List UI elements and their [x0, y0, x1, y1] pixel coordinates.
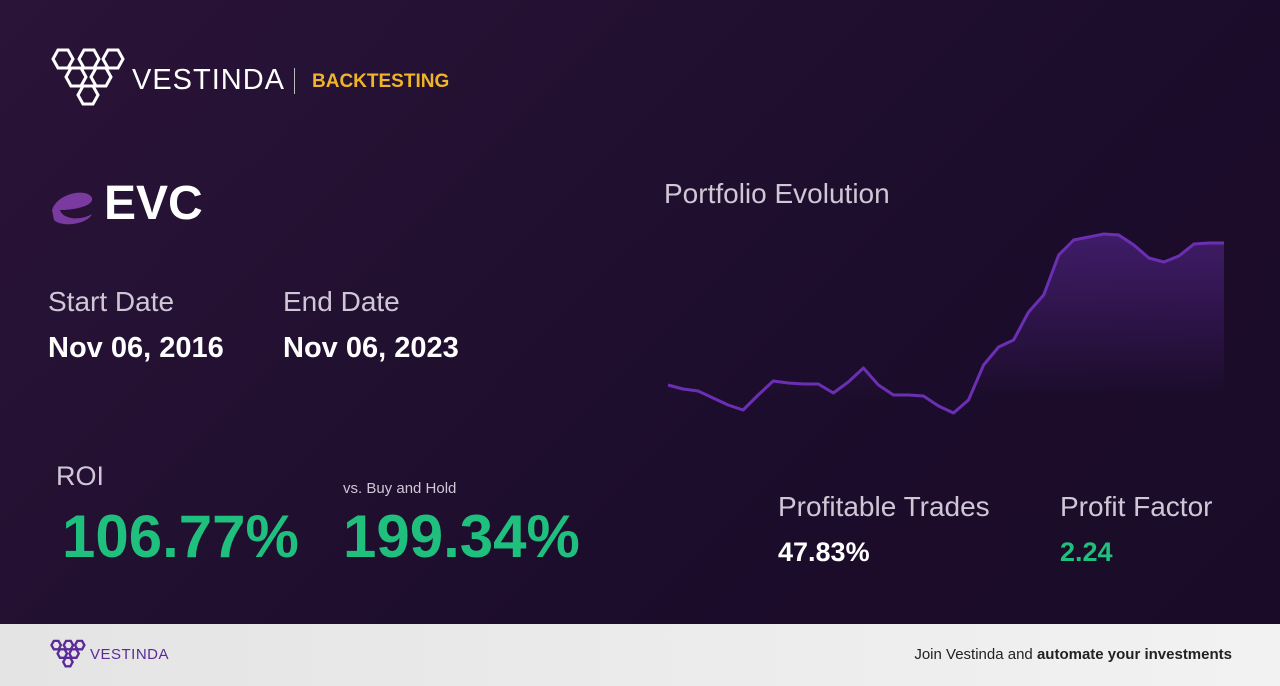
- vs-value: 199.34%: [343, 503, 580, 570]
- start-date: Nov 06, 2016: [48, 332, 224, 364]
- brand: VESTINDA: [132, 64, 286, 96]
- end-label: End Date: [283, 286, 400, 317]
- footer: VESTINDA Join Vestinda and automate your…: [0, 624, 1280, 686]
- footer-logo: [50, 639, 86, 668]
- divider: [294, 68, 295, 94]
- roi-value: 106.77%: [62, 503, 299, 570]
- start-label: Start Date: [48, 286, 175, 317]
- chart: [667, 232, 1224, 415]
- trades-value: 47.83%: [778, 537, 870, 567]
- line: [667, 232, 1224, 415]
- roi-label: ROI: [56, 461, 105, 491]
- chart-title: Portfolio Evolution: [664, 178, 890, 209]
- card: VESTINDA BACKTESTING EVC Start Date Nov …: [0, 0, 1280, 624]
- area: [668, 234, 1224, 415]
- section: BACKTESTING: [312, 71, 450, 92]
- logo: [51, 48, 125, 106]
- factor-value: 2.24: [1060, 537, 1113, 567]
- footer-cta: Join Vestinda and automate your investme…: [914, 646, 1232, 663]
- footer-bold: automate your investments: [1036, 646, 1232, 663]
- ticker-logo: [52, 192, 93, 225]
- end-date: Nov 06, 2023: [283, 332, 459, 364]
- factor-label: Profit Factor: [1060, 491, 1213, 522]
- footer-brand: VESTINDA: [90, 646, 170, 663]
- vs-label: vs. Buy and Hold: [343, 480, 457, 497]
- footer-text: Join Vestinda and: [914, 646, 1033, 663]
- trades-label: Profitable Trades: [778, 491, 990, 522]
- ticker: EVC: [104, 177, 203, 230]
